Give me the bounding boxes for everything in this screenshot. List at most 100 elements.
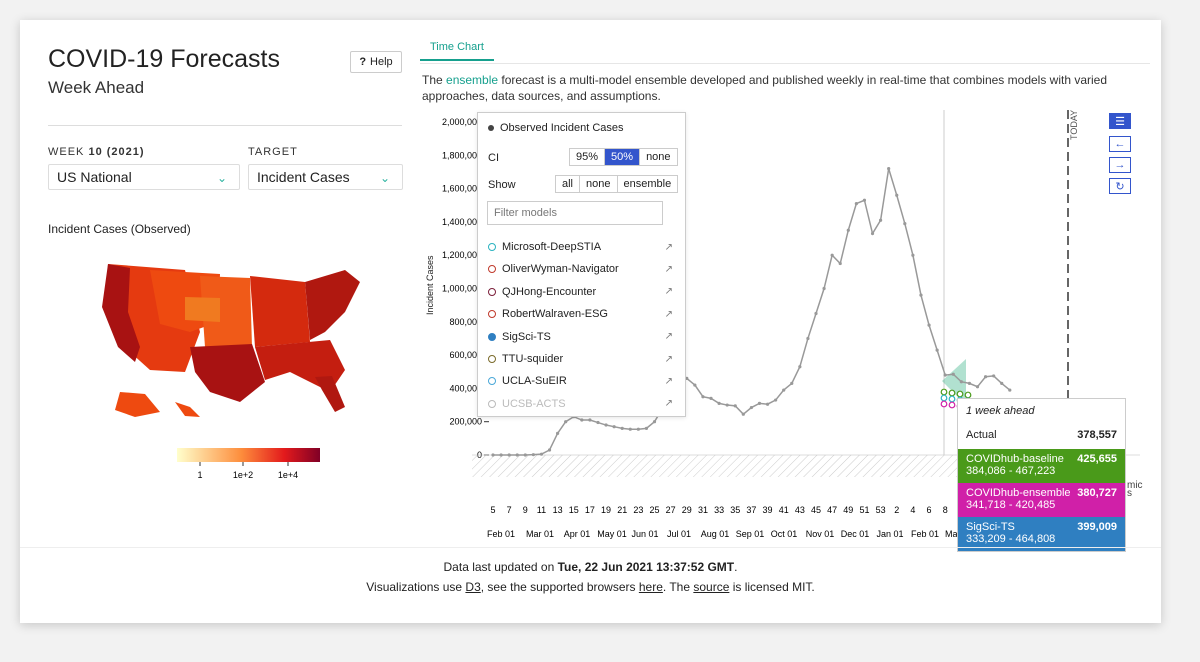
map-region-alaska[interactable] (115, 392, 160, 417)
model-item[interactable]: TTU-squider ↗ (488, 353, 673, 365)
observed-point[interactable] (854, 201, 858, 206)
us-choropleth-map[interactable] (90, 252, 360, 417)
model-item[interactable]: UCLA-SuEIR ↗ (488, 375, 673, 387)
observed-point[interactable] (596, 420, 600, 425)
ci-option-50[interactable]: 50% (604, 149, 640, 165)
forecast-point[interactable] (948, 389, 956, 397)
model-item[interactable]: Microsoft-DeepSTIA ↗ (488, 241, 673, 253)
observed-point[interactable] (749, 405, 753, 410)
observed-point[interactable] (652, 420, 657, 424)
observed-point[interactable] (774, 398, 778, 402)
observed-point[interactable] (491, 453, 495, 457)
observed-point[interactable] (701, 395, 705, 399)
observed-point[interactable] (539, 452, 544, 456)
observed-point[interactable] (919, 293, 923, 297)
observed-point[interactable] (887, 167, 891, 171)
forecast-point[interactable] (940, 394, 948, 402)
observed-point[interactable] (983, 375, 988, 379)
external-link-icon[interactable]: ↗ (664, 308, 673, 320)
observed-point[interactable] (870, 231, 875, 236)
target-select[interactable]: Incident Cases ⌄ (248, 164, 403, 190)
observed-point[interactable] (951, 372, 955, 376)
source-link[interactable]: source (693, 580, 730, 594)
help-button[interactable]: ? Help (350, 51, 402, 73)
external-link-icon[interactable]: ↗ (664, 398, 673, 410)
observed-point[interactable] (693, 383, 697, 387)
observed-point[interactable] (523, 453, 527, 457)
observed-point[interactable] (515, 453, 519, 457)
observed-point[interactable] (547, 448, 552, 452)
external-link-icon[interactable]: ↗ (664, 241, 673, 253)
observed-point[interactable] (862, 198, 867, 202)
tab-time-chart[interactable]: Time Chart (420, 41, 494, 61)
model-item[interactable]: OliverWyman-Navigator ↗ (488, 263, 673, 275)
observed-point[interactable] (709, 396, 713, 400)
observed-point[interactable] (733, 404, 737, 408)
ci-option-none[interactable]: none (639, 149, 676, 165)
observed-point[interactable] (782, 388, 786, 392)
observed-point[interactable] (895, 193, 899, 197)
map-region-plains[interactable] (200, 276, 252, 347)
map-region-colorado[interactable] (185, 297, 220, 322)
observed-point[interactable] (1000, 381, 1004, 386)
observed-point[interactable] (628, 427, 632, 431)
observed-point[interactable] (620, 426, 624, 430)
observed-point[interactable] (798, 365, 802, 369)
observed-point[interactable] (911, 253, 915, 257)
observed-point[interactable] (612, 425, 616, 429)
observed-point[interactable] (814, 311, 818, 316)
map-region-northeast[interactable] (305, 270, 360, 340)
observed-point[interactable] (564, 420, 568, 424)
observed-point[interactable] (531, 453, 535, 457)
observed-point[interactable] (967, 381, 972, 386)
observed-point[interactable] (959, 380, 963, 384)
arrow-right-icon[interactable]: → (1109, 157, 1131, 173)
forecast-point[interactable] (948, 401, 956, 409)
map-region-hawaii[interactable] (175, 402, 200, 417)
filter-models-input[interactable]: Filter models (487, 201, 663, 225)
observed-point[interactable] (975, 385, 980, 389)
model-item[interactable]: SigSci-TS ↗ (488, 331, 673, 343)
observed-point[interactable] (499, 453, 503, 457)
observed-point[interactable] (588, 418, 592, 422)
browsers-link[interactable]: here (638, 580, 663, 594)
external-link-icon[interactable]: ↗ (664, 353, 673, 365)
observed-point[interactable] (903, 221, 907, 226)
observed-point[interactable] (992, 374, 996, 378)
observed-point[interactable] (741, 412, 745, 416)
external-link-icon[interactable]: ↗ (664, 375, 673, 387)
external-link-icon[interactable]: ↗ (664, 263, 673, 275)
d3-link[interactable]: D3 (465, 580, 481, 594)
observed-point[interactable] (765, 402, 770, 406)
show-option-all[interactable]: all (562, 178, 574, 190)
observed-point[interactable] (830, 253, 834, 257)
model-item[interactable]: QJHong-Encounter ↗ (488, 286, 673, 298)
observed-point[interactable] (846, 228, 850, 232)
forecast-point[interactable] (956, 390, 964, 398)
map-region-pacific[interactable] (102, 264, 140, 362)
observed-point[interactable] (604, 423, 608, 427)
model-item[interactable]: UCSB-ACTS ↗ (488, 398, 673, 410)
forecast-point[interactable] (940, 388, 948, 396)
refresh-icon[interactable]: ↻ (1109, 178, 1131, 194)
observed-point[interactable] (685, 376, 689, 381)
external-link-icon[interactable]: ↗ (664, 286, 673, 298)
observed-point[interactable] (927, 323, 931, 327)
observed-point[interactable] (507, 453, 511, 457)
observed-point[interactable] (943, 373, 947, 377)
model-item[interactable]: RobertWalraven-ESG ↗ (488, 308, 673, 320)
observed-point[interactable] (725, 403, 729, 407)
observed-point[interactable] (644, 426, 649, 430)
map-region-midwest[interactable] (250, 276, 310, 347)
observed-point[interactable] (636, 427, 640, 431)
region-select[interactable]: US National ⌄ (48, 164, 240, 190)
observed-point[interactable] (790, 381, 794, 386)
observed-point[interactable] (822, 286, 826, 291)
observed-legend[interactable]: Observed Incident Cases (488, 122, 624, 134)
observed-point[interactable] (556, 431, 560, 435)
ensemble-link[interactable]: ensemble (446, 73, 499, 87)
observed-point[interactable] (757, 401, 762, 405)
forecast-point[interactable] (940, 400, 948, 408)
forecast-point[interactable] (948, 395, 956, 403)
ci-option-95[interactable]: 95% (576, 151, 599, 163)
